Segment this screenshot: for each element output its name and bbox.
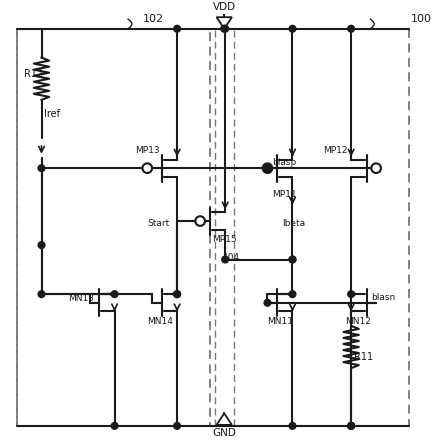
Text: GND: GND	[212, 429, 236, 438]
Circle shape	[38, 291, 45, 298]
Text: R12: R12	[24, 69, 44, 79]
Text: MP15: MP15	[212, 235, 236, 244]
Text: Start: Start	[147, 219, 170, 228]
Circle shape	[262, 163, 272, 173]
Circle shape	[289, 422, 296, 429]
Circle shape	[371, 163, 381, 173]
Text: 104: 104	[223, 252, 240, 262]
Text: 100: 100	[411, 14, 432, 24]
Circle shape	[264, 299, 271, 306]
Text: MN11: MN11	[267, 317, 293, 326]
Circle shape	[174, 291, 181, 298]
Circle shape	[111, 291, 118, 298]
Circle shape	[348, 422, 354, 429]
Circle shape	[289, 256, 296, 263]
Text: MP11: MP11	[272, 190, 297, 199]
Text: R11: R11	[354, 352, 373, 361]
Circle shape	[174, 422, 181, 429]
Text: biasp: biasp	[272, 158, 296, 167]
Text: blasn: blasn	[371, 293, 395, 302]
Circle shape	[174, 291, 181, 298]
Circle shape	[264, 165, 271, 171]
Circle shape	[111, 422, 118, 429]
Circle shape	[348, 25, 354, 32]
Text: Ibeta: Ibeta	[282, 219, 305, 228]
Circle shape	[289, 25, 296, 32]
Circle shape	[38, 242, 45, 248]
Circle shape	[195, 216, 205, 226]
Circle shape	[143, 163, 152, 173]
Circle shape	[221, 25, 228, 32]
Text: MP12: MP12	[323, 146, 347, 155]
Circle shape	[222, 256, 228, 263]
Circle shape	[38, 165, 45, 171]
Polygon shape	[217, 413, 232, 425]
Text: 102: 102	[143, 14, 164, 24]
Circle shape	[264, 165, 271, 171]
Text: Iref: Iref	[44, 109, 61, 119]
Text: VDD: VDD	[213, 2, 236, 12]
Circle shape	[348, 422, 354, 429]
Text: MN13: MN13	[68, 294, 95, 303]
Circle shape	[348, 291, 354, 298]
Polygon shape	[217, 17, 232, 29]
Circle shape	[222, 25, 228, 32]
Circle shape	[174, 25, 181, 32]
Bar	[17, 29, 210, 426]
Circle shape	[289, 256, 296, 263]
Circle shape	[348, 422, 354, 429]
Text: MN12: MN12	[345, 317, 371, 326]
Text: MP13: MP13	[135, 146, 160, 155]
Circle shape	[289, 291, 296, 298]
Text: MN14: MN14	[147, 317, 173, 326]
